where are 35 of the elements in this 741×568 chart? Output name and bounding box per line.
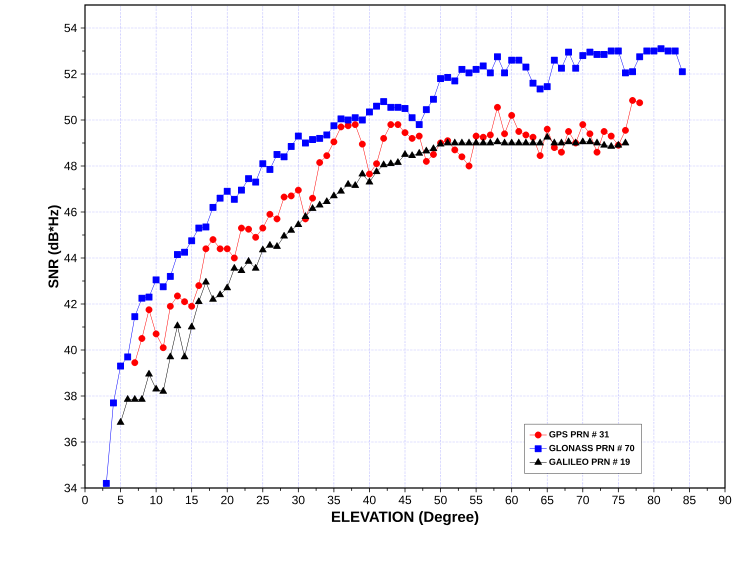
- y-tick-label: 40: [64, 346, 77, 354]
- x-tick-label: 30: [292, 496, 305, 504]
- y-tick-label: 50: [64, 116, 77, 124]
- x-tick-label: 0: [82, 496, 88, 504]
- legend-label: GLONASS PRN # 70: [549, 444, 634, 452]
- x-tick-label: 15: [186, 496, 198, 504]
- x-tick-label: 65: [541, 496, 554, 504]
- x-tick-label: 80: [648, 496, 660, 504]
- y-tick-label: 38: [64, 392, 77, 400]
- x-tick-label: 50: [434, 496, 447, 504]
- x-tick-label: 75: [612, 496, 624, 504]
- x-tick-label: 70: [576, 496, 589, 504]
- y-tick-label: 42: [64, 300, 77, 308]
- x-tick-label: 20: [221, 496, 234, 504]
- legend-label: GPS PRN # 31: [549, 431, 609, 438]
- y-tick-label: 52: [64, 70, 77, 78]
- y-axis-title: SNR (dB*Hz): [48, 205, 62, 288]
- y-tick-label: 48: [64, 162, 77, 170]
- y-tick-label: 44: [64, 254, 77, 262]
- x-tick-label: 5: [118, 496, 124, 504]
- x-tick-label: 10: [150, 496, 162, 504]
- legend-label: GALILEO PRN # 19: [549, 458, 630, 465]
- y-tick-label: 46: [64, 208, 77, 216]
- x-tick-label: 45: [398, 496, 412, 504]
- x-tick-label: 55: [470, 496, 482, 504]
- y-tick-label: 34: [64, 484, 77, 492]
- x-tick-label: 35: [328, 496, 340, 504]
- y-tick-label: 36: [64, 438, 77, 446]
- x-axis-title: ELEVATION (Degree): [332, 511, 478, 526]
- x-tick-label: 25: [256, 496, 269, 504]
- y-tick-label: 54: [64, 24, 77, 32]
- x-tick-label: 85: [683, 496, 696, 504]
- x-tick-label: 60: [506, 496, 518, 504]
- x-tick-label: 40: [363, 496, 376, 504]
- x-tick-label: 90: [718, 496, 732, 504]
